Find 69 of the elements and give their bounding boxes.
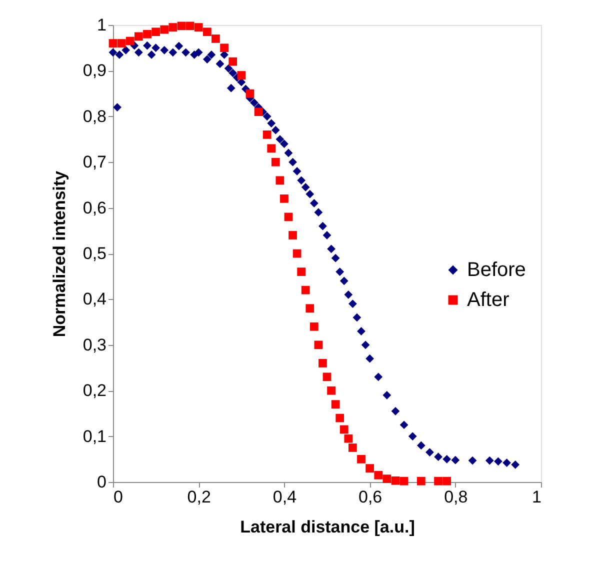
point [220, 44, 228, 52]
point [271, 158, 280, 166]
x-tick-label: 0,4 [272, 488, 297, 506]
legend-label: Before [467, 259, 526, 281]
y-tick-label: 0,8 [82, 106, 106, 126]
x-tick-label: 0,8 [444, 488, 468, 506]
point [160, 25, 169, 34]
point [382, 474, 392, 483]
y-tick-label: 0,9 [82, 61, 106, 80]
point [442, 476, 452, 486]
x-tick-label: 0 [114, 488, 123, 506]
y-tick-label: 0 [97, 472, 106, 492]
point [340, 425, 348, 434]
point [288, 231, 297, 240]
point [186, 22, 194, 30]
point [391, 476, 400, 485]
point [177, 22, 186, 30]
point [374, 470, 383, 480]
y-tick-label: 0,1 [82, 426, 106, 446]
x-tick-label: 0,2 [187, 488, 211, 506]
point [254, 108, 263, 116]
point [306, 304, 314, 313]
y-tick-label: 0,5 [82, 244, 106, 263]
y-tick-label: 1 [97, 16, 106, 34]
x-tick-label: 0,6 [358, 488, 382, 506]
point [357, 454, 366, 464]
point [344, 434, 353, 443]
point [237, 71, 246, 80]
y-tick-label: 0,2 [82, 381, 106, 400]
x-axis-title: Lateral distance [a.u.] [240, 518, 415, 536]
point [284, 212, 293, 222]
point [108, 39, 118, 48]
point [416, 476, 426, 486]
point [262, 130, 272, 139]
point [318, 358, 327, 368]
point [143, 30, 152, 38]
point [194, 23, 203, 32]
point [327, 386, 336, 395]
point [267, 144, 276, 153]
y-tick-label: 0,6 [82, 198, 106, 218]
point [400, 476, 408, 486]
legend-label: After [467, 289, 510, 311]
y-tick-label: 0,7 [82, 152, 106, 172]
point [292, 249, 302, 258]
point [117, 39, 126, 48]
point [276, 176, 284, 185]
y-tick-label: 0,4 [82, 290, 106, 309]
point [280, 194, 288, 203]
point [126, 36, 134, 46]
point [434, 476, 442, 486]
point [297, 268, 306, 276]
point [202, 28, 212, 36]
point [152, 28, 160, 36]
y-tick-label: 0,3 [82, 335, 106, 354]
point [310, 322, 318, 331]
point [314, 340, 323, 350]
y-axis-title: Normalized intensity [50, 170, 69, 338]
point [336, 414, 344, 422]
x-tick-label: 1 [532, 488, 542, 506]
point [322, 372, 332, 382]
point [301, 286, 310, 294]
point [168, 23, 178, 32]
point [228, 57, 238, 66]
point [246, 89, 254, 98]
point [366, 464, 374, 472]
point [134, 32, 143, 41]
point [331, 400, 340, 408]
point [348, 444, 357, 452]
point [212, 34, 220, 43]
